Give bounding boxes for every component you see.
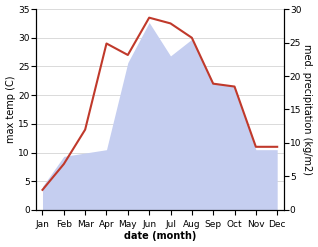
Y-axis label: max temp (C): max temp (C)	[5, 76, 16, 143]
Y-axis label: med. precipitation (kg/m2): med. precipitation (kg/m2)	[302, 44, 313, 175]
X-axis label: date (month): date (month)	[124, 231, 196, 242]
